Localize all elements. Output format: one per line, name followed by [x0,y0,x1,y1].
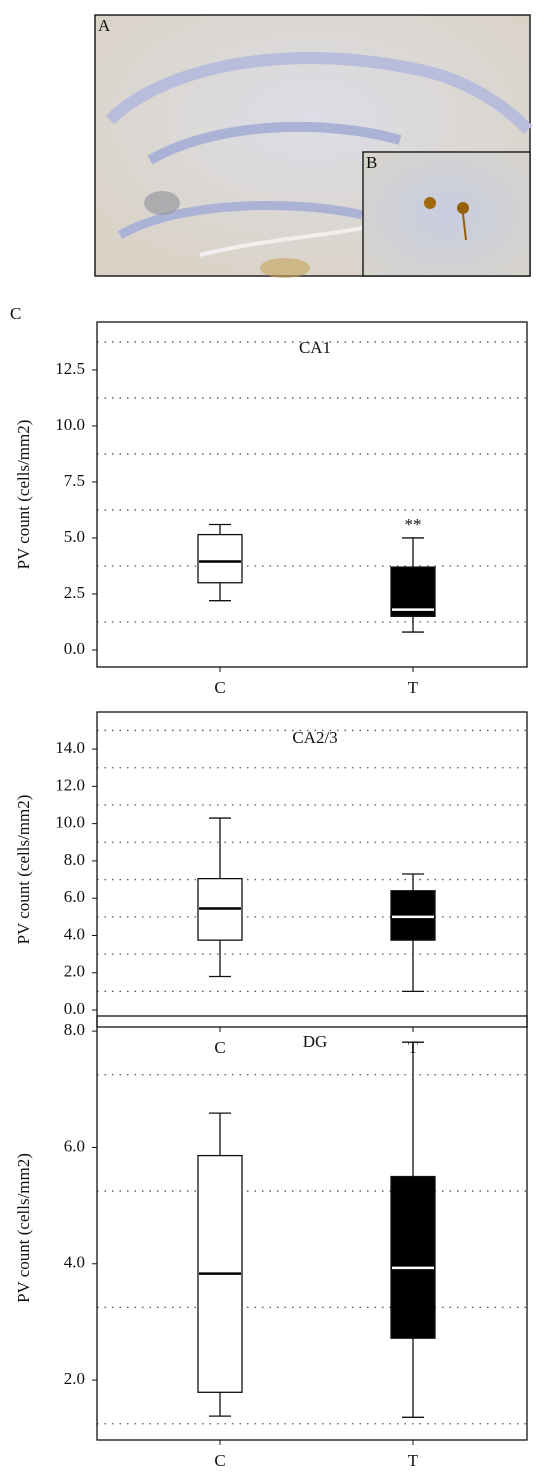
y-tick-label: 2.5 [64,583,85,602]
y-axis-label: PV count (cells/mm2) [14,1153,33,1303]
y-tick-label: 5.0 [64,527,85,546]
y-tick-label: 0.0 [64,639,85,658]
panel-label: A [98,16,111,35]
x-tick-label: T [408,1451,419,1470]
y-tick-label: 8.0 [64,850,85,869]
significance: ** [405,515,422,534]
y-tick-label: 12.0 [55,775,85,794]
panel-label: B [366,153,377,172]
y-tick-label: 7.5 [64,471,85,490]
plot-frame [96,1015,528,1441]
micrograph: A B [94,14,533,278]
y-tick-label: 2.0 [64,962,85,981]
y-tick-label: 4.0 [64,1253,85,1272]
plot-frame [96,321,528,668]
chart-title: DG [303,1032,328,1051]
y-tick-label: 6.0 [64,887,85,906]
y-tick-label: 12.5 [55,359,85,378]
x-tick-label: C [214,1038,225,1057]
y-tick-label: 4.0 [64,924,85,943]
y-tick-label: 6.0 [64,1136,85,1155]
box [390,566,436,618]
y-axis-label: PV count (cells/mm2) [14,420,33,570]
y-tick-label: 14.0 [55,738,85,757]
box [390,890,436,941]
panel-label: C [10,304,21,323]
x-tick-label: C [214,678,225,697]
y-tick-label: 0.0 [64,999,85,1018]
x-tick-label: C [214,1451,225,1470]
box [197,533,243,584]
plot-frame [96,711,528,1028]
y-tick-label: 2.0 [64,1369,85,1388]
y-tick-label: 10.0 [55,813,85,832]
chart-title: CA2/3 [292,728,337,747]
chart-title: CA1 [299,338,331,357]
box [390,1175,436,1339]
y-axis-label: PV count (cells/mm2) [14,795,33,945]
y-tick-label: 8.0 [64,1020,85,1039]
x-tick-label: T [408,678,419,697]
y-tick-label: 10.0 [55,415,85,434]
